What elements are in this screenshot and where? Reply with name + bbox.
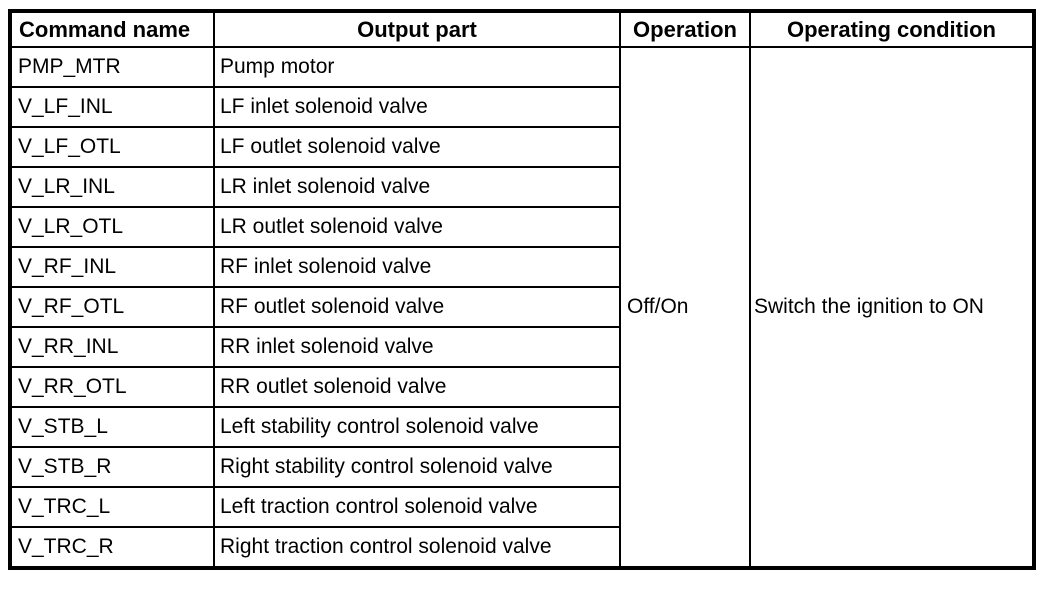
output-cell: LR inlet solenoid valve [213, 166, 621, 208]
active-test-command-table: Command name Output part Operation Opera… [8, 9, 1036, 570]
table-row: V_TRC_R Right traction control solenoid … [9, 526, 1034, 569]
operating-condition-cell: Switch the ignition to ON [749, 46, 1035, 569]
command-cell: V_RR_OTL [9, 366, 215, 408]
table-row: V_RF_INL RF inlet solenoid valve [9, 246, 1034, 288]
table-row: V_STB_L Left stability control solenoid … [9, 406, 1034, 448]
command-cell: V_TRC_L [9, 486, 215, 528]
output-cell: RR outlet solenoid valve [213, 366, 621, 408]
output-cell: Left stability control solenoid valve [213, 406, 621, 448]
command-cell: V_TRC_R [9, 526, 215, 569]
table-row: V_RR_OTL RR outlet solenoid valve [9, 366, 1034, 408]
table-row: V_LF_INL LF inlet solenoid valve [9, 86, 1034, 128]
header-output-part: Output part [213, 10, 621, 48]
command-cell: PMP_MTR [9, 46, 215, 88]
command-cell: V_LR_OTL [9, 206, 215, 248]
output-cell: Pump motor [213, 46, 621, 88]
table-row: V_LF_OTL LF outlet solenoid valve [9, 126, 1034, 168]
table-row: PMP_MTR Pump motor Off/On Switch the ign… [9, 46, 1035, 569]
table-row: V_LR_INL LR inlet solenoid valve [9, 166, 1034, 208]
output-cell: Right stability control solenoid valve [213, 446, 621, 488]
table-row: V_RF_OTL RF outlet solenoid valve [9, 286, 1034, 328]
table-row: V_LR_OTL LR outlet solenoid valve [9, 206, 1034, 248]
command-cell: V_RF_OTL [9, 286, 215, 328]
header-operating-condition: Operating condition [749, 10, 1035, 48]
table-row: V_TRC_L Left traction control solenoid v… [9, 486, 1034, 528]
output-cell: RR inlet solenoid valve [213, 326, 621, 368]
header-row: Command name Output part Operation Opera… [9, 10, 1035, 48]
header-operation: Operation [619, 10, 751, 48]
table-row: V_RR_INL RR inlet solenoid valve [9, 326, 1034, 368]
output-cell: RF inlet solenoid valve [213, 246, 621, 288]
output-cell: RF outlet solenoid valve [213, 286, 621, 328]
output-cell: LR outlet solenoid valve [213, 206, 621, 248]
table-row: V_STB_R Right stability control solenoid… [9, 446, 1034, 488]
output-cell: LF outlet solenoid valve [213, 126, 621, 168]
output-cell: Left traction control solenoid valve [213, 486, 621, 528]
command-cell: V_LF_OTL [9, 126, 215, 168]
operation-cell: Off/On [619, 46, 751, 569]
command-cell: V_LF_INL [9, 86, 215, 128]
output-cell: Right traction control solenoid valve [213, 526, 621, 569]
output-cell: LF inlet solenoid valve [213, 86, 621, 128]
command-cell: V_LR_INL [9, 166, 215, 208]
command-cell: V_RR_INL [9, 326, 215, 368]
header-command-name: Command name [9, 10, 215, 48]
command-cell: V_STB_R [9, 446, 215, 488]
command-cell: V_STB_L [9, 406, 215, 448]
command-cell: V_RF_INL [9, 246, 215, 288]
